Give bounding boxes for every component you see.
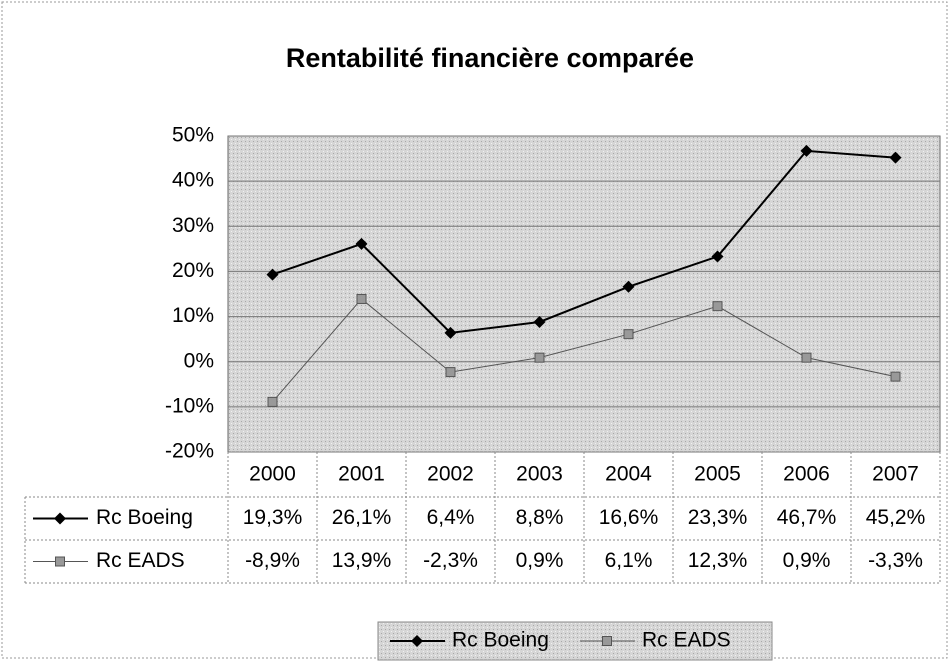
series-line — [272, 298, 896, 403]
data-point — [355, 237, 368, 250]
data-point — [800, 144, 813, 157]
table-row-label: Rc Boeing — [96, 506, 193, 529]
x-tick-label: 2003 — [516, 463, 563, 486]
legend-key-marker — [55, 556, 65, 567]
data-point — [711, 250, 724, 263]
table-cell: 0,9% — [516, 549, 564, 572]
legend-label: Rc EADS — [642, 629, 731, 652]
x-tick-label: 2004 — [605, 463, 652, 486]
x-tick-label: 2002 — [427, 463, 474, 486]
data-point — [801, 352, 812, 363]
data-point — [622, 280, 635, 293]
data-point — [445, 367, 456, 378]
x-tick-label: 2007 — [872, 463, 919, 486]
table-cell: 26,1% — [332, 506, 392, 529]
table-cell: 46,7% — [777, 506, 837, 529]
table-cell: 23,3% — [688, 506, 748, 529]
data-point — [267, 396, 278, 407]
table-cell: 45,2% — [866, 506, 926, 529]
plot-area — [227, 135, 941, 453]
data-point — [533, 315, 546, 328]
data-point — [623, 329, 634, 340]
data-point — [356, 293, 367, 304]
data-point — [889, 151, 902, 164]
y-tick-label: -20% — [165, 440, 214, 463]
y-tick-label: 30% — [172, 214, 214, 237]
table-cell: 8,8% — [516, 506, 564, 529]
chart-title: Rentabilité financière comparée — [286, 43, 694, 73]
legend-key-marker — [602, 636, 612, 646]
table-row-label: Rc EADS — [96, 549, 185, 572]
legend-key-marker — [411, 635, 423, 647]
x-tick-label: 2001 — [338, 463, 385, 486]
table-cell: 12,3% — [688, 549, 748, 572]
y-tick-label: 20% — [172, 259, 214, 282]
table-cell: 19,3% — [243, 506, 303, 529]
data-point — [444, 326, 457, 339]
table-cell: -8,9% — [245, 549, 300, 572]
x-tick-label: 2006 — [783, 463, 830, 486]
data-point — [890, 371, 901, 382]
table-cell: -3,3% — [868, 549, 923, 572]
table-cell: 13,9% — [332, 549, 392, 572]
y-tick-label: 10% — [172, 304, 214, 327]
series-line — [272, 149, 896, 334]
legend-label: Rc Boeing — [452, 629, 549, 652]
data-point — [266, 268, 279, 281]
table-cell: 6,4% — [427, 506, 475, 529]
y-tick-label: 40% — [172, 169, 214, 192]
data-point — [712, 301, 723, 312]
x-tick-label: 2000 — [249, 463, 296, 486]
table-cell: 6,1% — [605, 549, 653, 572]
x-tick-label: 2005 — [694, 463, 741, 486]
data-point — [534, 352, 545, 363]
table-cell: 0,9% — [783, 549, 831, 572]
y-tick-label: -10% — [165, 394, 214, 417]
table-cell: 16,6% — [599, 506, 659, 529]
y-tick-label: 50% — [172, 124, 214, 147]
table-cell: -2,3% — [423, 549, 478, 572]
legend-key-marker — [54, 512, 66, 525]
y-tick-label: 0% — [184, 349, 214, 372]
